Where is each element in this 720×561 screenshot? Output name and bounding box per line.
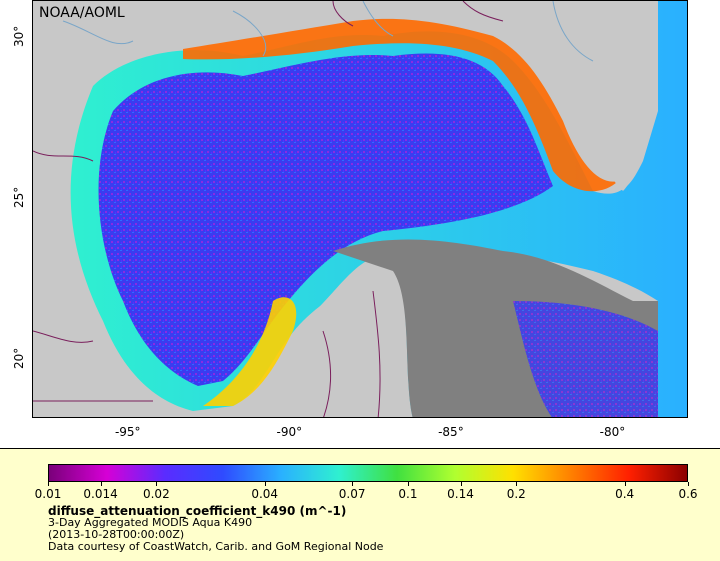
north-coast-band bbox=[183, 18, 618, 192]
colorbar-tick-mark bbox=[264, 482, 266, 486]
colorbar-tick-label: 0.07 bbox=[338, 487, 366, 501]
colorbar-tick-mark bbox=[48, 482, 49, 486]
colorbar-tick-label: 0.14 bbox=[447, 487, 474, 501]
variable-name: diffuse_attenuation_coefficient_k490 (m^… bbox=[48, 504, 347, 518]
caribbean-water bbox=[513, 301, 658, 417]
colorbar-tick-label: 0.04 bbox=[251, 487, 279, 501]
colorbar-tick-mark bbox=[407, 482, 409, 486]
map-image bbox=[33, 1, 687, 417]
courtesy-note: Data courtesy of CoastWatch, Carib. and … bbox=[48, 540, 384, 553]
colorbar-tick-mark bbox=[688, 482, 689, 486]
colorbar-tick-label: 0.1 bbox=[398, 487, 418, 501]
legend-panel: 0.01 0.014 0.02 0.04 0.07 0.1 0.14 0.2 0.4 0.6 di… bbox=[0, 448, 720, 561]
rivers bbox=[62, 1, 594, 62]
y-tick-label: 20° bbox=[12, 347, 26, 369]
colorbar-tick-label: 0.02 bbox=[142, 487, 170, 501]
x-tick-label: -80° bbox=[599, 425, 626, 439]
time-stamp: (2013-10-28T00:00:00Z) bbox=[48, 528, 185, 541]
colorbar-tick-label: 0.6 bbox=[678, 487, 698, 501]
map-credit: NOAA/AOML bbox=[39, 5, 125, 21]
colorbar-tick-mark bbox=[624, 482, 626, 486]
map-frame: NOAA/AOML bbox=[32, 0, 688, 418]
colorbar bbox=[48, 464, 688, 482]
y-tick-label: 25° bbox=[12, 186, 26, 209]
x-tick-label: -85° bbox=[438, 425, 464, 439]
colorbar-tick-mark bbox=[100, 482, 102, 486]
colorbar-tick-label: 0.014 bbox=[83, 487, 118, 501]
colorbar-tick-label: 0.4 bbox=[615, 487, 635, 501]
florida-land bbox=[573, 71, 635, 191]
colorbar-tick-mark bbox=[352, 482, 354, 486]
country-borders bbox=[33, 1, 504, 417]
gulf-interior bbox=[98, 53, 553, 386]
colorbar-tick-mark bbox=[460, 482, 462, 486]
yucatan-land bbox=[283, 287, 399, 417]
dataset-name: 3-Day Aggregated MODIS Aqua K490 bbox=[48, 516, 253, 529]
colorbar-tick-label: 0.01 bbox=[34, 487, 62, 501]
colorbar-tick-label: 0.2 bbox=[506, 487, 526, 501]
x-tick-label: -90° bbox=[276, 425, 303, 439]
colorbar-tick-mark bbox=[156, 482, 158, 486]
y-tick-label: 30° bbox=[12, 26, 26, 48]
south-coast-band bbox=[203, 297, 297, 406]
colorbar-tick-mark bbox=[516, 482, 518, 486]
x-tick-label: -95° bbox=[114, 425, 141, 439]
legend-text: diffuse_attenuation_coefficient_k490 (m^… bbox=[48, 505, 383, 553]
